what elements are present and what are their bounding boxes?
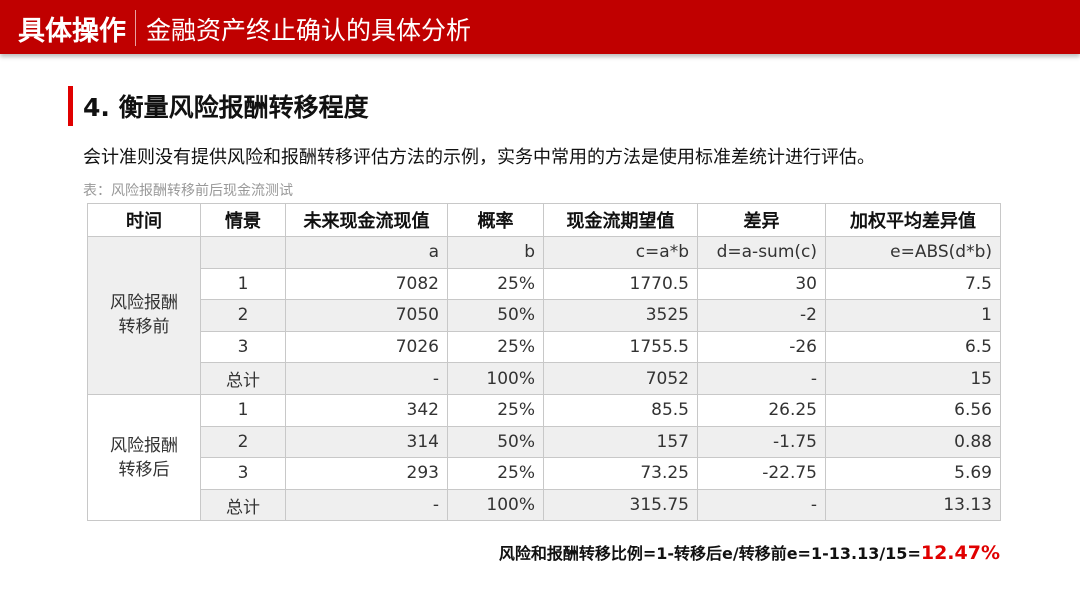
table-cell: d=a-sum(c) [697, 236, 826, 269]
table-cell: c=a*b [543, 236, 698, 269]
table-cell: 1 [825, 299, 1001, 332]
table-cell: 1 [200, 267, 286, 301]
group-label-line: 风险报酬 [110, 435, 178, 456]
table-cell: 1770.5 [543, 267, 698, 301]
table-cell: 1 [200, 393, 286, 427]
table-cell: 315.75 [543, 488, 698, 522]
table-cell: 7082 [285, 267, 448, 301]
slide-title: 金融资产终止确认的具体分析 [146, 16, 472, 45]
table-cell: 73.25 [543, 457, 698, 490]
table-cell: 293 [285, 457, 448, 490]
title-divider [135, 10, 136, 46]
column-header: 时间 [87, 203, 201, 237]
table-cell: 50% [447, 425, 544, 459]
table-cell: 157 [543, 425, 698, 459]
table-row: 风险报酬转移前 a b c=a*b d=a-sum(c) e=ABS(d*b) [87, 236, 1001, 395]
table-cell: b [447, 236, 544, 269]
table-cell: 25% [447, 457, 544, 490]
table-cell: 2 [200, 425, 286, 459]
table-cell: 25% [447, 267, 544, 301]
period-group-label: 风险报酬 转移后 [87, 393, 201, 522]
table-cell: 50% [447, 299, 544, 332]
table-cell: - [697, 362, 826, 395]
table-row: 2 7050 50% 3525 -2 1 [88, 299, 1001, 332]
table-cell: a [285, 236, 448, 269]
table-cell: 100% [447, 362, 544, 395]
column-header: 现金流期望值 [543, 203, 698, 237]
table-cell: 2 [200, 299, 286, 332]
table-row: 1 7082 25% 1770.5 30 7.5 [88, 267, 1001, 301]
table-row: 3 7026 25% 1755.5 -26 6.5 [88, 330, 1001, 364]
table-cell: 25% [447, 330, 544, 364]
group-label-line: 转移前 [118, 317, 170, 338]
table-caption: 表：风险报酬转移前后现金流测试 [83, 183, 293, 199]
formula-result: 12.47% [920, 542, 1000, 564]
table-row: 风险报酬 转移后 1 342 25% 85.5 26.25 6.56 [87, 393, 1001, 522]
section-label: 具体操作 [18, 16, 126, 47]
heading-accent-bar [68, 86, 73, 126]
table-cell: 3525 [543, 299, 698, 332]
table-cell: 7.5 [825, 267, 1001, 301]
description-text: 会计准则没有提供风险和报酬转移评估方法的示例，实务中常用的方法是使用标准差统计进… [83, 147, 875, 168]
table-cell: 6.5 [825, 330, 1001, 364]
table-cell: 7052 [543, 362, 698, 395]
table-cell: 26.25 [697, 393, 826, 427]
table-cell: -22.75 [697, 457, 826, 490]
table-cell: 13.13 [825, 488, 1001, 522]
table-cell: -2 [697, 299, 826, 332]
table-row: 总计 -100% 315.75-13.13 [88, 488, 1001, 522]
table-cell: 5.69 [825, 457, 1001, 490]
table-cell: -1.75 [697, 425, 826, 459]
formula-text: 风险和报酬转移比例=1-转移后e/转移前e=1-13.13/15= [498, 544, 921, 563]
table-cell: - [285, 488, 448, 522]
table-cell: 314 [285, 425, 448, 459]
table-row: 2 314 50% 157 -1.75 0.88 [88, 425, 1001, 459]
table-cell: 6.56 [825, 393, 1001, 427]
table-cell: 3 [200, 457, 286, 490]
section-heading: 4. 衡量风险报酬转移程度 [83, 93, 369, 122]
table-row: 总计 -100% 7052-15 [88, 362, 1001, 395]
group-label-line: 转移后 [118, 459, 170, 480]
table-cell: 总计 [200, 488, 286, 522]
column-header: 情景 [200, 203, 286, 237]
table-cell: - [697, 488, 826, 522]
table-cell: 342 [285, 393, 448, 427]
table-cell: 15 [825, 362, 1001, 395]
column-header: 加权平均差异值 [825, 203, 1001, 237]
cash-flow-table: 时间 情景 未来现金流现值 概率 现金流期望值 差异 加权平均差异值 风险报酬 转移前 a b c=… [87, 203, 1001, 522]
table-cell [200, 236, 286, 269]
table-cell: 3 [200, 330, 286, 364]
column-header: 概率 [447, 203, 544, 237]
table-cell: e=ABS(d*b) [825, 236, 1001, 269]
table-cell: - [285, 362, 448, 395]
column-header: 未来现金流现值 [285, 203, 448, 237]
table-row: 3 293 25% 73.25 -22.75 5.69 [88, 457, 1001, 490]
group-label-line: 风险报酬 [110, 293, 178, 314]
table-cell: -26 [697, 330, 826, 364]
table-cell: 7050 [285, 299, 448, 332]
column-header: 差异 [697, 203, 826, 237]
table-cell: 100% [447, 488, 544, 522]
table-cell: 7026 [285, 330, 448, 364]
table-cell: 0.88 [825, 425, 1001, 459]
table-header-row: 时间 情景 未来现金流现值 概率 现金流期望值 差异 加权平均差异值 [87, 203, 1001, 237]
table-cell: 85.5 [543, 393, 698, 427]
table-cell: 30 [697, 267, 826, 301]
table-cell: 1755.5 [543, 330, 698, 364]
table-cell: 25% [447, 393, 544, 427]
table-cell: 总计 [200, 362, 286, 395]
transfer-ratio-formula: 风险和报酬转移比例=1-转移后e/转移前e=1-13.13/15=12.47% [499, 540, 1000, 564]
period-group-label: 风险报酬 转移前 [87, 236, 201, 395]
title-bar: 具体操作 金融资产终止确认的具体分析 [0, 0, 1080, 54]
